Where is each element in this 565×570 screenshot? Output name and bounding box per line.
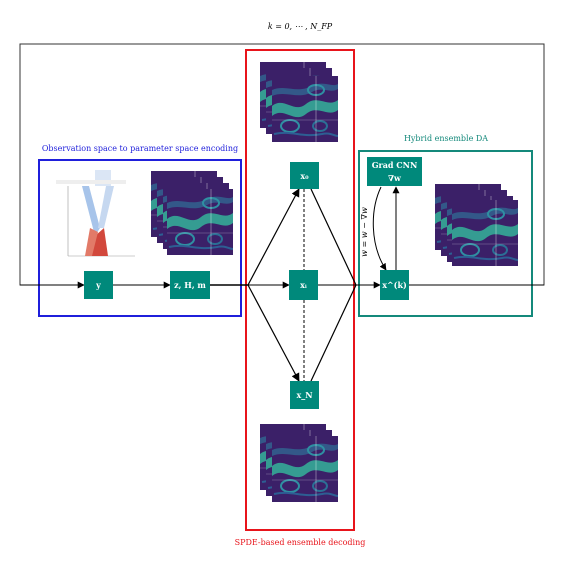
arrow-gradcnn-to-xk <box>372 186 387 271</box>
grad-cnn-node: Grad CNN ∇w <box>367 157 422 186</box>
loop-label: k = 0, ⋯ , N_FP <box>268 22 333 31</box>
merge-from-x0 <box>310 188 357 286</box>
encoded-field-stack <box>150 170 234 256</box>
node-xk: x^(k) <box>380 270 409 300</box>
hybrid-field-stack <box>434 183 519 267</box>
ensemble-top-field-stack <box>259 61 339 143</box>
grad-cnn-gradient-label: ∇w <box>388 173 402 183</box>
node-y-label: y <box>95 280 101 290</box>
node-xi-label: xᵢ <box>300 280 307 290</box>
node-z: z, H, m <box>170 271 210 299</box>
observation-image <box>55 170 135 257</box>
ensemble-bottom-field-stack <box>259 423 339 503</box>
node-z-label: z, H, m <box>174 280 206 290</box>
branch-to-xN <box>247 284 300 382</box>
node-x0-label: x₀ <box>300 171 309 181</box>
grad-cnn-label: Grad CNN <box>372 160 418 170</box>
node-xk-label: x^(k) <box>382 280 407 290</box>
node-xN: x_N <box>290 381 319 409</box>
ensemble-caption: SPDE-based ensemble decoding <box>235 538 366 547</box>
encoding-box <box>38 159 242 317</box>
node-y: y <box>84 271 113 299</box>
merge-from-xN <box>310 284 357 382</box>
node-xN-label: x_N <box>296 390 312 400</box>
hybrid-da-caption: Hybrid ensemble DA <box>404 134 488 143</box>
update-rule-label: w = w − ∇w <box>360 207 369 257</box>
encoding-caption: Observation space to parameter space enc… <box>42 144 238 153</box>
hybrid-da-box <box>358 150 533 317</box>
node-xi: xᵢ <box>289 270 318 300</box>
branch-to-x0 <box>247 188 300 286</box>
node-x0: x₀ <box>290 162 319 189</box>
